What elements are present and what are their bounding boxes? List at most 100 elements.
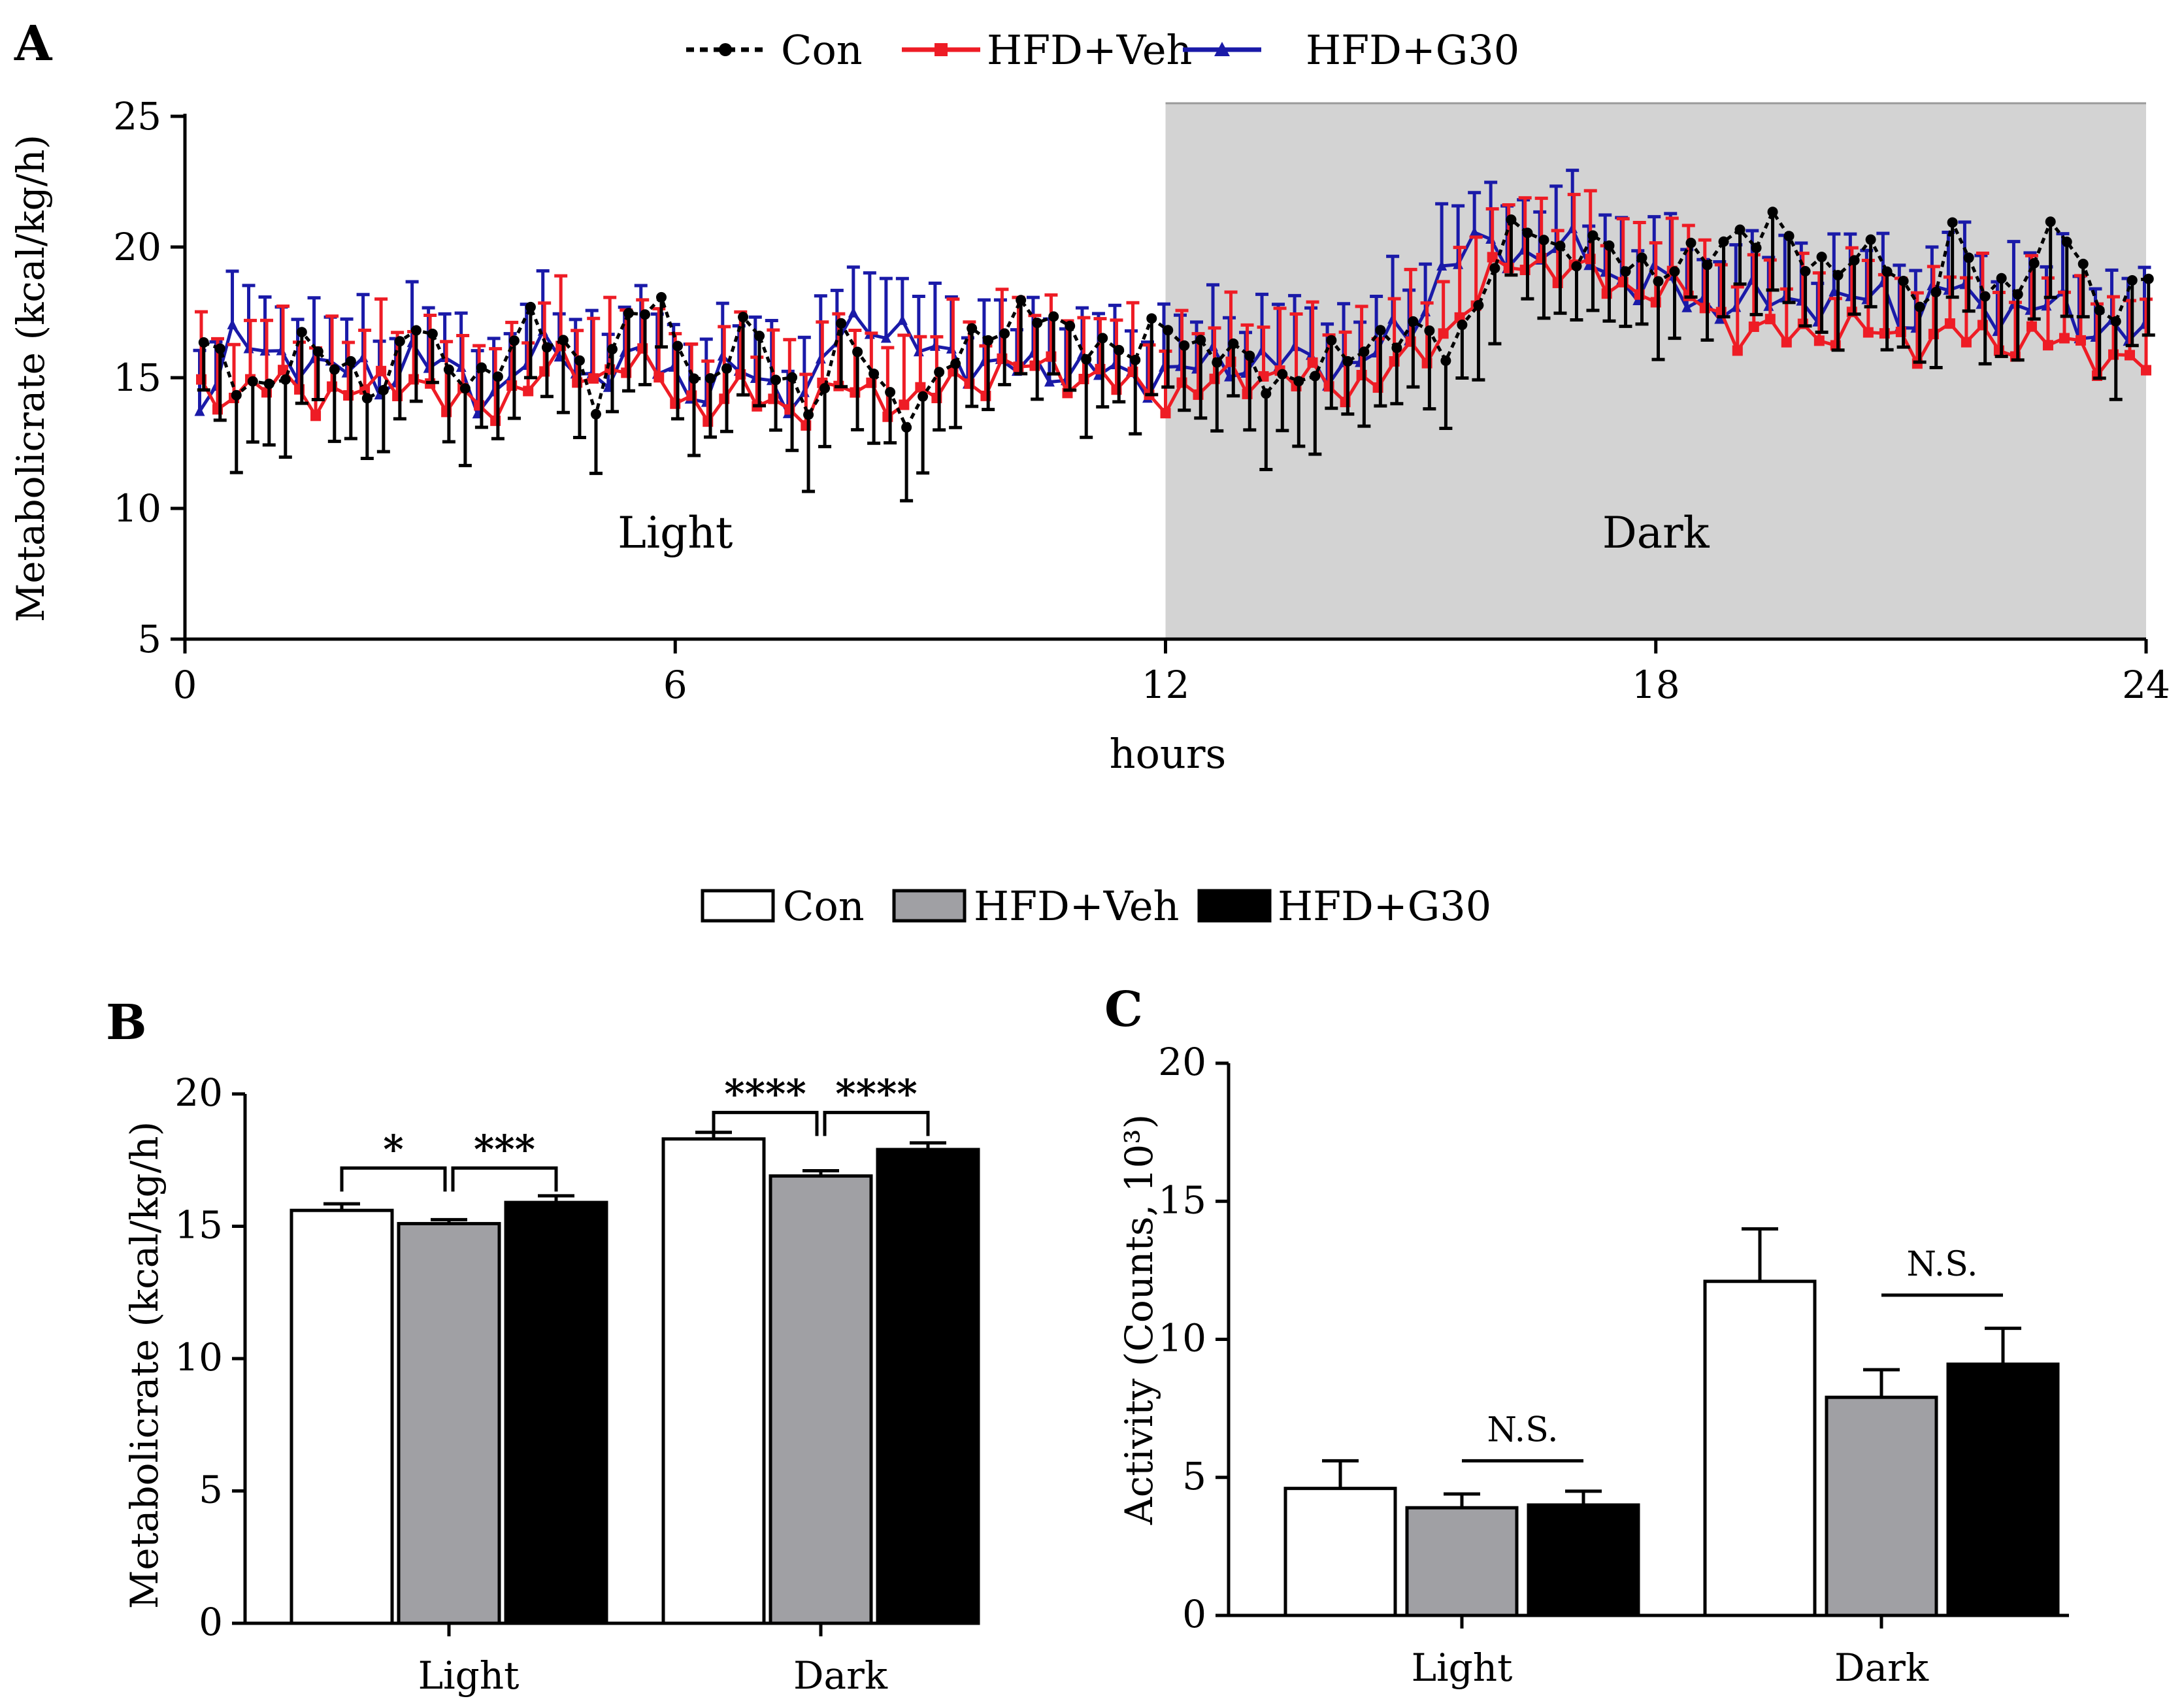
data-point [1587, 230, 1598, 241]
data-point [312, 346, 323, 357]
panel-c-ytick-label: 5 [1182, 1454, 1206, 1498]
panel-a-ytick-label: 25 [113, 94, 161, 139]
data-point [880, 332, 891, 343]
panel-c-ytick-label: 20 [1158, 1040, 1206, 1084]
data-point [654, 372, 665, 383]
data-point [1522, 227, 1533, 239]
panel-c-xtick-label-dark: Dark [1834, 1645, 1929, 1690]
dark-phase-shading [1165, 103, 2146, 639]
data-point [1130, 354, 1141, 365]
data-point [2026, 321, 2037, 332]
data-point [899, 399, 910, 410]
data-point [1473, 300, 1484, 311]
data-point [1307, 357, 1318, 368]
data-point [557, 335, 569, 346]
legend-bar-veh-label: HFD+Veh [974, 882, 1179, 930]
panel-c-ytick-label: 15 [1158, 1178, 1206, 1222]
panel-a-xtick-label: 0 [173, 663, 197, 707]
data-point [2059, 333, 2070, 344]
data-point [1436, 259, 1448, 271]
panel-a-ylabel: Metabolicrate (kcal/kg/h) [8, 135, 53, 622]
data-point [1849, 255, 1860, 266]
data-point [1212, 357, 1223, 368]
panel-c-bar-dark-hfd-g30 [1946, 1363, 2060, 1617]
data-point [1914, 301, 1925, 312]
legend-a-g30-label: HFD+G30 [1306, 26, 1519, 74]
data-point [359, 384, 371, 395]
panel-b-bar-light-con [290, 1208, 394, 1625]
legend-bar-con-label: Con [783, 882, 865, 930]
data-point [967, 323, 978, 334]
data-point [717, 350, 728, 361]
panel-c-letter: C [1104, 982, 1143, 1038]
data-point [2028, 257, 2040, 269]
data-point [2012, 289, 2023, 300]
data-point [1342, 355, 1353, 367]
data-point [1081, 354, 1092, 365]
legend-a-con-marker [719, 43, 732, 56]
data-point [2126, 274, 2138, 286]
data-point [2042, 340, 2053, 351]
data-point [1489, 263, 1500, 274]
data-point [1732, 345, 1743, 356]
data-point [1032, 318, 1043, 329]
panel-b-ytick-label: 20 [174, 1070, 223, 1115]
panel-c-bar-dark-hfd-veh [1825, 1395, 1938, 1617]
data-point [1783, 231, 1795, 242]
data-point [1734, 224, 1746, 235]
panel-c-ylabel: Activity (Counts, 10³) [1117, 1114, 1161, 1525]
data-point [1487, 252, 1498, 263]
data-point [1816, 252, 1827, 263]
data-point [2061, 237, 2072, 248]
data-point [1160, 408, 1171, 419]
panel-a-xtick-label: 12 [1142, 663, 1190, 707]
data-point [378, 384, 389, 395]
data-point [1244, 350, 1255, 361]
panel-b-sig-bracket [451, 1166, 558, 1192]
data-point [1781, 337, 1792, 348]
data-point [1065, 320, 1076, 331]
data-point [1228, 338, 1239, 349]
data-point [1862, 327, 1874, 338]
panel-c-bar-light-con [1283, 1487, 1397, 1617]
data-point [194, 405, 205, 416]
data-point [885, 387, 896, 398]
data-point [1898, 276, 1909, 287]
data-point [1408, 316, 1419, 327]
data-point [1944, 318, 1955, 329]
data-point [848, 306, 859, 318]
data-point [345, 355, 356, 367]
data-point [803, 409, 814, 420]
data-point [394, 336, 405, 347]
legend-a-g30-marker [1214, 42, 1230, 56]
data-point [410, 325, 422, 336]
data-point [852, 346, 863, 357]
data-point [1195, 335, 1206, 346]
panel-a-plot: Light Dark 5 10 15 20 25 0 6 12 18 24 [113, 94, 2170, 707]
panel-b-ytick-label: 5 [199, 1468, 223, 1512]
data-point [1440, 355, 1451, 367]
data-point [1326, 335, 1337, 346]
panel-b-bar-light-hfd-veh [397, 1221, 501, 1625]
panel-c-bar-light-hfd-veh [1405, 1506, 1519, 1617]
panel-b-bar-light-hfd-g30 [504, 1200, 608, 1625]
legend-bar-g30-swatch [1197, 889, 1272, 923]
panel-b-sig-stars: * [383, 1127, 403, 1172]
data-point [897, 314, 908, 325]
data-point [1718, 236, 1729, 247]
data-point [590, 408, 601, 420]
data-point [1930, 286, 1942, 297]
data-point [1653, 276, 1664, 287]
region-label-dark: Dark [1602, 508, 1710, 558]
data-point [1359, 346, 1370, 357]
data-point [915, 382, 926, 393]
data-point [1146, 313, 1157, 324]
data-point [525, 301, 536, 312]
data-point [1865, 234, 1876, 245]
data-point [738, 312, 749, 323]
panel-b-xtick-label-dark: Dark [793, 1653, 888, 1698]
panel-c-ns-label: N.S. [1487, 1410, 1558, 1449]
data-point [1604, 240, 1615, 251]
